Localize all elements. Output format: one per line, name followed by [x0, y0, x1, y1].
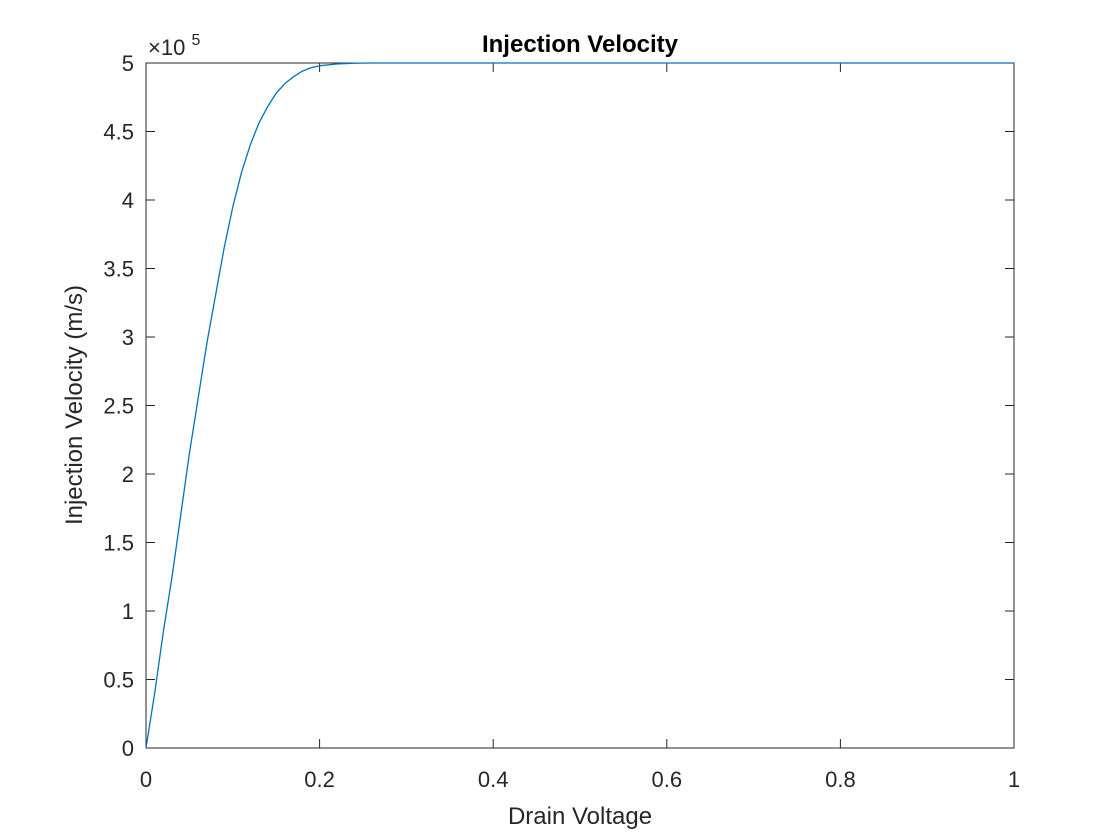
y-tick-label: 0: [122, 736, 134, 761]
x-tick-label: 0: [140, 767, 152, 792]
y-axis-exponent-base: ×10: [148, 35, 185, 60]
x-tick-label: 0.8: [825, 767, 856, 792]
y-axis-label: Injection Velocity (m/s): [61, 285, 88, 525]
y-tick-label: 3: [122, 325, 134, 350]
x-tick-label: 1: [1008, 767, 1020, 792]
y-axis-exponent-power: 5: [191, 32, 200, 49]
y-tick-label: 2.5: [103, 394, 134, 419]
y-tick-label: 4: [122, 188, 134, 213]
y-tick-label: 5: [122, 51, 134, 76]
plot-area: [145, 62, 1015, 749]
y-tick-label: 2: [122, 462, 134, 487]
x-tick-label: 0.2: [304, 767, 335, 792]
series-line: [145, 62, 1014, 749]
y-tick-label: 0.5: [103, 668, 134, 693]
y-tick-label: 1: [122, 599, 134, 624]
y-axis-exponent: ×10 5: [148, 32, 200, 60]
y-tick-label: 4.5: [103, 120, 134, 145]
x-axis-label: Drain Voltage: [508, 803, 652, 830]
x-axis-ticks: 0 0.2 0.4 0.6 0.8 1: [140, 63, 1020, 792]
y-axis-ticks: 0 0.5 1 1.5 2 2.5 3 3.5 4 4.5 5: [103, 51, 1014, 761]
x-tick-label: 0.6: [652, 767, 683, 792]
series-layer: [145, 62, 1014, 749]
y-tick-label: 1.5: [103, 531, 134, 556]
chart-title: Injection Velocity: [482, 31, 679, 58]
y-tick-label: 3.5: [103, 257, 134, 282]
x-tick-label: 0.4: [478, 767, 509, 792]
